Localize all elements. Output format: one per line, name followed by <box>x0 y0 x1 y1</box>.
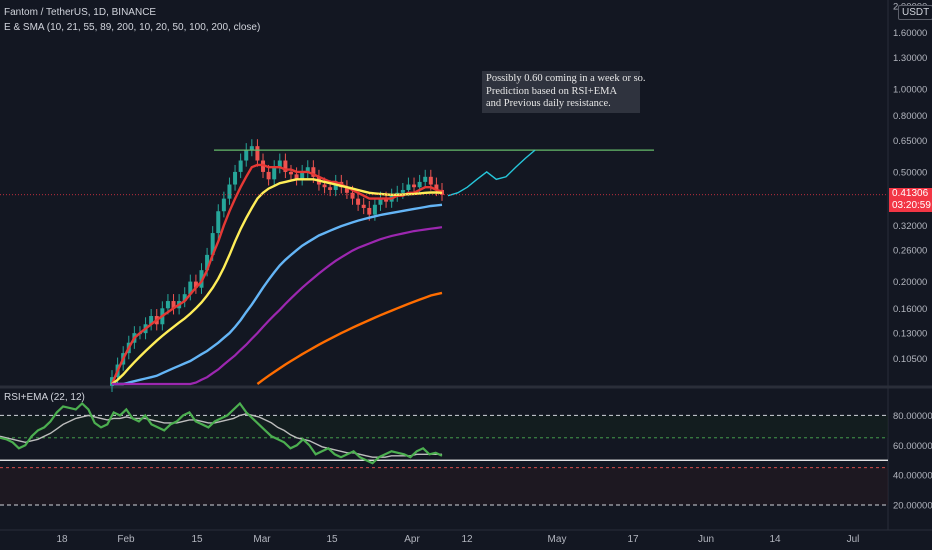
time-tick-label: 17 <box>627 534 639 545</box>
candle-body <box>350 192 355 199</box>
candle-body <box>423 176 428 182</box>
candle-body <box>412 184 417 188</box>
candle-body <box>221 198 226 212</box>
candle-body <box>367 207 372 215</box>
candle-body <box>428 176 433 185</box>
candle-body <box>238 160 243 172</box>
annotation-note[interactable]: Possibly 0.60 coming in a week or so. Pr… <box>482 71 646 113</box>
moving-average-line <box>112 203 443 386</box>
price-tick-label: 0.13000 <box>893 329 927 340</box>
candle-body <box>272 167 277 180</box>
candle-body <box>322 184 327 188</box>
time-tick-label: May <box>548 534 567 545</box>
price-tick-label: 0.26000 <box>893 246 927 257</box>
time-tick-label: Feb <box>117 534 135 545</box>
candle-body <box>171 301 176 309</box>
candle-body <box>400 189 405 193</box>
candle-body <box>378 198 383 205</box>
candle-body <box>333 181 338 190</box>
price-tick-label: 0.10500 <box>893 354 927 365</box>
candle-body <box>283 160 288 172</box>
rsi-tick-label: 80.00000 <box>893 411 932 422</box>
candle-body <box>255 146 260 161</box>
candle-body <box>406 184 411 190</box>
candle-body <box>182 294 187 302</box>
last-price: 0.41306 <box>892 188 929 199</box>
candle-body <box>328 187 333 190</box>
candle-body <box>305 167 310 172</box>
candle-body <box>210 233 215 255</box>
time-tick-label: 18 <box>56 534 68 545</box>
last-price-badge: 0.41306 03:20:59 <box>889 188 932 212</box>
candle-body <box>384 198 389 202</box>
price-tick-label: 1.60000 <box>893 28 927 39</box>
candle-body <box>244 150 249 161</box>
candle-body <box>356 198 361 205</box>
price-tick-label: 0.32000 <box>893 221 927 232</box>
time-tick-label: Apr <box>404 534 420 545</box>
candle-body <box>261 160 266 172</box>
rsi-tick-label: 40.00000 <box>893 471 932 482</box>
time-tick-label: 12 <box>461 534 473 545</box>
bar-countdown: 03:20:59 <box>892 200 931 211</box>
candle-body <box>288 171 293 175</box>
rsi-line <box>0 413 442 458</box>
candle-body <box>149 316 154 325</box>
rsi-legend[interactable]: RSI+EMA (22, 12) <box>4 392 85 403</box>
candle-body <box>266 171 271 180</box>
candle-body <box>233 171 238 185</box>
time-tick-label: Jul <box>847 534 860 545</box>
candle-body <box>277 160 282 168</box>
moving-average-line <box>256 291 443 385</box>
currency-label[interactable]: USDT <box>898 5 932 20</box>
price-tick-label: 0.65000 <box>893 136 927 147</box>
candle-body <box>417 181 422 188</box>
candle-body <box>294 174 299 180</box>
symbol-title[interactable]: Fantom / TetherUS, 1D, BINANCE <box>4 7 157 18</box>
candle-body <box>216 211 221 234</box>
candle-body <box>361 204 366 208</box>
time-tick-label: Jun <box>698 534 714 545</box>
moving-average-line <box>110 163 443 385</box>
indicator-legend[interactable]: E & SMA (10, 21, 55, 89, 200, 10, 20, 50… <box>4 22 261 33</box>
candle-body <box>372 204 377 215</box>
price-tick-label: 1.00000 <box>893 84 927 95</box>
candle-body <box>205 254 210 271</box>
price-tick-label: 1.30000 <box>893 53 927 64</box>
time-tick-label: 15 <box>191 534 203 545</box>
candle-body <box>193 281 198 288</box>
candle-body <box>165 301 170 309</box>
candle-body <box>311 167 316 177</box>
price-tick-label: 0.80000 <box>893 111 927 122</box>
moving-average-line <box>111 178 443 385</box>
candle-body <box>249 146 254 151</box>
candle-body <box>227 184 232 199</box>
note-line: and Previous daily resistance. <box>486 98 611 109</box>
candle-body <box>188 281 193 295</box>
moving-average-line <box>112 226 443 386</box>
price-tick-label: 0.20000 <box>893 277 927 288</box>
candle-body <box>344 187 349 193</box>
rsi-line <box>0 401 443 465</box>
note-line: Prediction based on RSI+EMA <box>486 85 618 97</box>
candle-body <box>434 184 439 190</box>
rsi-oversold-zone <box>0 467 888 506</box>
candle-body <box>300 171 305 180</box>
projection-path <box>447 149 536 197</box>
time-tick-label: 15 <box>326 534 338 545</box>
rsi-tick-label: 20.00000 <box>893 501 932 512</box>
rsi-tick-label: 60.00000 <box>893 441 932 452</box>
time-tick-label: Mar <box>253 534 271 545</box>
price-tick-label: 0.16000 <box>893 304 927 315</box>
price-tick-label: 0.50000 <box>893 167 927 178</box>
note-line: Possibly 0.60 coming in a week or so. <box>486 73 646 84</box>
time-tick-label: 14 <box>769 534 781 545</box>
